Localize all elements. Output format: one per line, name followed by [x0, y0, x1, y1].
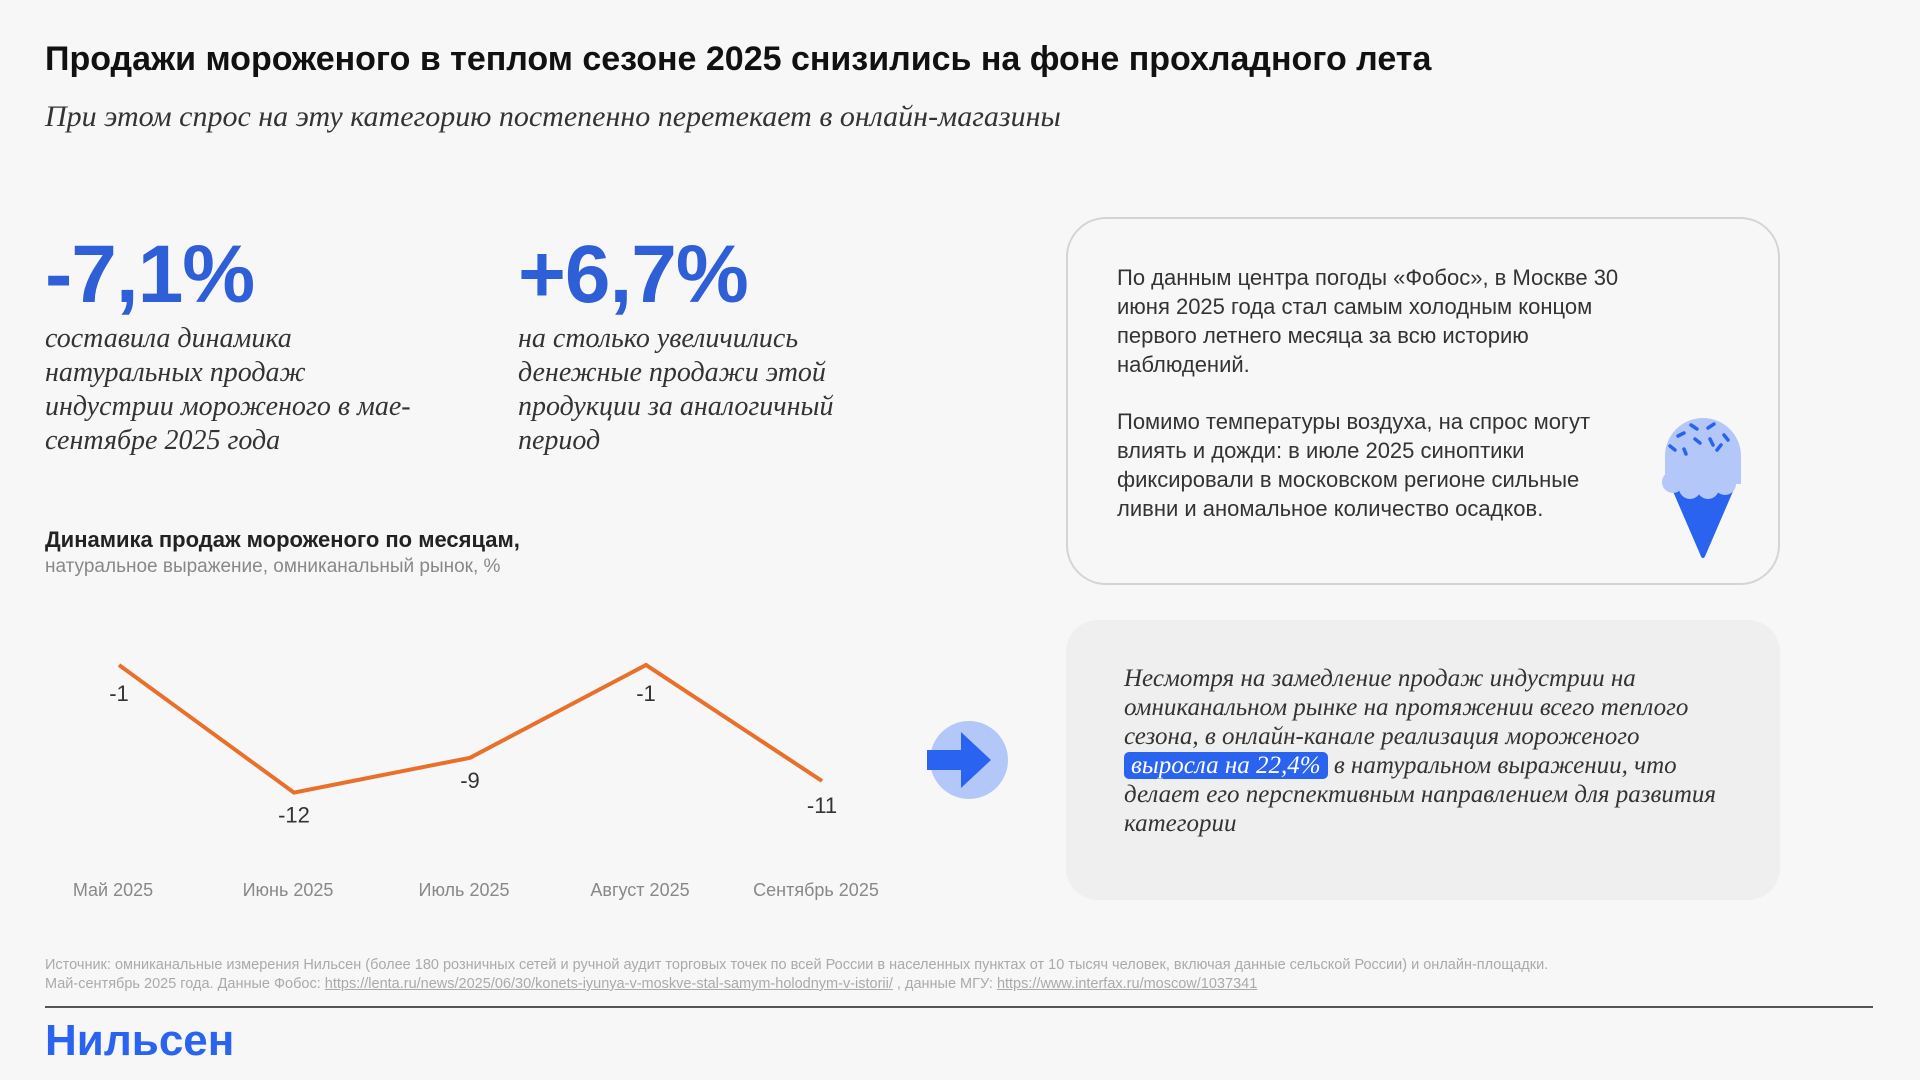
data-label: -11: [807, 793, 837, 818]
source-note-links: Май-сентябрь 2025 года. Данные Фобос: ht…: [45, 976, 1257, 992]
x-tick-label: Июль 2025: [419, 880, 510, 900]
lenta-link[interactable]: https://lenta.ru/news/2025/06/30/konets-…: [324, 976, 893, 992]
data-label: -12: [278, 803, 310, 828]
weather-paragraph: Помимо температуры воздуха, на спрос мог…: [1117, 409, 1591, 521]
nielsen-logo: Нильсен: [45, 1016, 235, 1065]
source-text: , данные МГУ:: [892, 976, 997, 992]
x-tick-label: Июнь 2025: [243, 880, 334, 900]
line-chart: -1 Май 2025 -12 Июнь 2025 -9 Июль 2025 -1 Авгус…: [73, 662, 879, 900]
online-growth-card: Несмотря на замедление продаж индустрии …: [1066, 620, 1780, 900]
page-subtitle: При этом спрос на эту категорию постепен…: [45, 100, 1061, 133]
weather-info-card: По данным центра погоды «Фобос», в Москв…: [1066, 217, 1780, 585]
online-growth-text: Несмотря на замедление продаж индустрии …: [1124, 664, 1724, 838]
kpi-value: +6,7%: [518, 229, 749, 320]
data-label: -1: [636, 681, 656, 706]
source-text: Май-сентябрь 2025 года. Данные Фобос:: [45, 976, 325, 992]
data-label: -9: [460, 768, 480, 793]
text-fragment: Несмотря на замедление продаж индустрии …: [1124, 665, 1689, 750]
x-tick-label: Май 2025: [73, 880, 153, 900]
source-note: Источник: омниканальные измерения Нильсе…: [45, 957, 1549, 973]
divider: [45, 1006, 1873, 1008]
x-tick-label: Август 2025: [590, 880, 689, 900]
interfax-link[interactable]: https://www.interfax.ru/moscow/1037341: [996, 976, 1258, 992]
kpi-description: составила динамика натуральных продаж ин…: [45, 323, 411, 456]
chart-title: Динамика продаж мороженого по месяцам,: [45, 527, 520, 552]
weather-paragraph: По данным центра погоды «Фобос», в Москв…: [1117, 265, 1619, 377]
series-line: [117, 662, 824, 795]
page-title: Продажи мороженого в теплом сезоне 2025 …: [45, 40, 1432, 78]
text-fragment: в натуральном выражении, что делает его …: [1124, 752, 1717, 837]
kpi-value: -7,1%: [45, 229, 255, 320]
arrow-right-icon: [927, 721, 1008, 799]
x-tick-label: Сентябрь 2025: [753, 880, 879, 900]
highlight-badge: выросла на 22,4%: [1124, 752, 1328, 779]
data-label: -1: [109, 681, 129, 706]
chart-subtitle: натуральное выражение, омниканальный рын…: [45, 556, 501, 577]
ice-cream-icon: [1662, 418, 1741, 558]
kpi-description: на столько увеличились денежные продажи …: [518, 323, 834, 456]
